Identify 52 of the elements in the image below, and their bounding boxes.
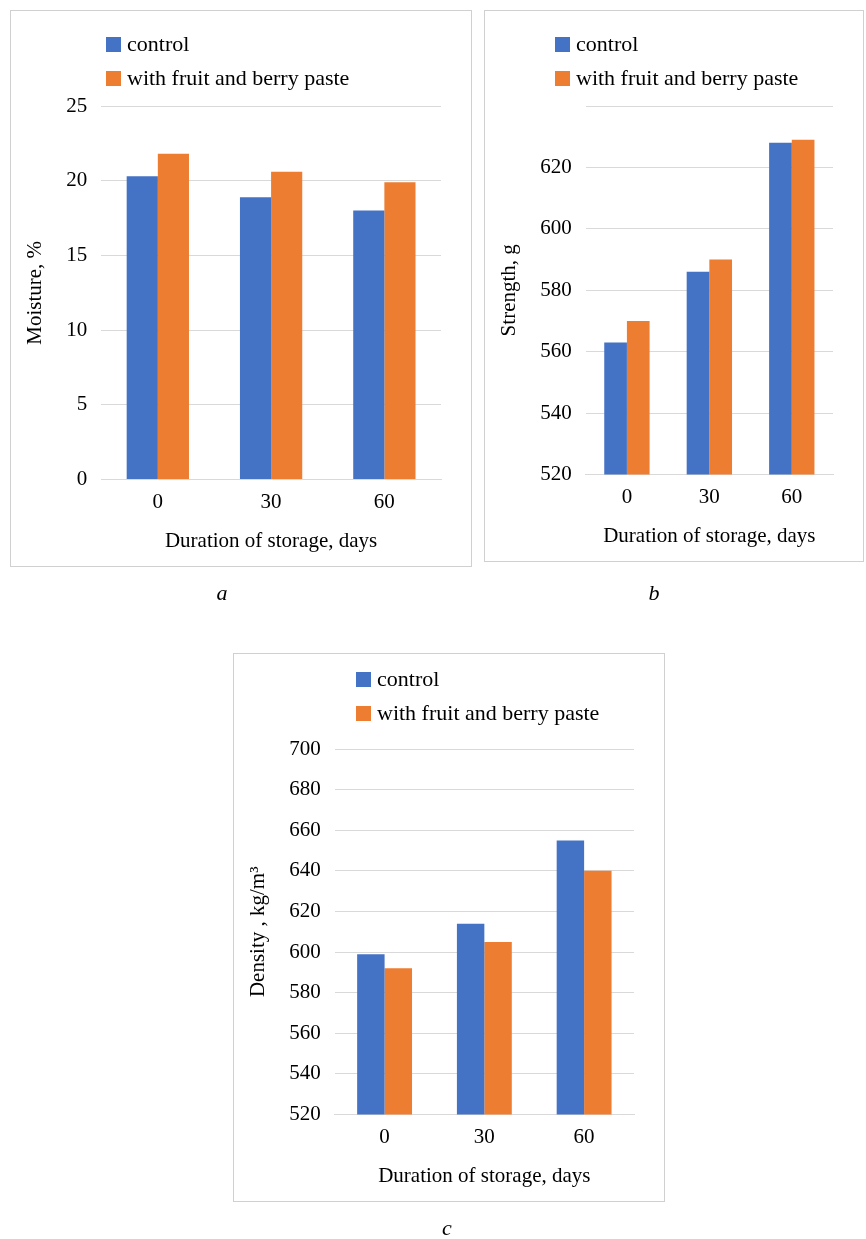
x-tick-label: 0 bbox=[152, 488, 164, 513]
legend-label: control bbox=[127, 30, 190, 58]
y-tick-label: 540 bbox=[289, 1060, 321, 1085]
bar bbox=[157, 153, 189, 480]
legend-label: with fruit and berry paste bbox=[127, 64, 350, 92]
x-tick-label: 60 bbox=[573, 1123, 595, 1148]
y-tick-label: 0 bbox=[76, 466, 88, 491]
x-tick-label: 0 bbox=[621, 483, 633, 508]
bar bbox=[271, 171, 303, 480]
y-tick-label: 580 bbox=[540, 276, 572, 301]
y-tick-label: 600 bbox=[540, 215, 572, 240]
y-tick-label: 540 bbox=[540, 399, 572, 424]
y-tick-label: 15 bbox=[66, 241, 88, 266]
y-tick-label: 680 bbox=[289, 776, 321, 801]
y-tick-label: 25 bbox=[66, 92, 88, 117]
x-tick-label: 30 bbox=[698, 483, 720, 508]
legend-label: control bbox=[377, 665, 440, 693]
y-tick-label: 520 bbox=[289, 1101, 321, 1126]
x-tick-label: 30 bbox=[473, 1123, 495, 1148]
bar bbox=[353, 210, 385, 480]
text: a bbox=[215, 580, 229, 606]
y-axis-title: Moisture, % bbox=[22, 240, 47, 345]
x-tick-label: 30 bbox=[260, 488, 282, 513]
x-tick-label: 60 bbox=[373, 488, 395, 513]
y-axis-title: Strength, g bbox=[496, 243, 521, 337]
y-tick-label: 620 bbox=[289, 898, 321, 922]
y-tick-label: 600 bbox=[289, 938, 321, 963]
y-tick-label: 660 bbox=[289, 816, 321, 841]
y-tick-label: 640 bbox=[289, 857, 321, 882]
y-tick-label: 520 bbox=[540, 461, 572, 486]
y-tick-label: 700 bbox=[289, 735, 321, 760]
bar bbox=[384, 182, 416, 480]
text: c bbox=[441, 1215, 453, 1239]
legend-label: control bbox=[576, 30, 639, 58]
legend-label: with fruit and berry paste bbox=[576, 64, 799, 92]
text: b bbox=[647, 580, 661, 606]
x-tick-label: 60 bbox=[781, 483, 803, 508]
y-tick-label: 10 bbox=[66, 316, 88, 341]
y-tick-label: 580 bbox=[289, 979, 321, 1004]
x-axis-title: Duration of storage, days bbox=[603, 522, 816, 547]
y-tick-label: 620 bbox=[540, 153, 572, 178]
x-axis-title: Duration of storage, days bbox=[378, 1162, 591, 1187]
legend-label: with fruit and berry paste bbox=[377, 699, 600, 727]
y-tick-label: 20 bbox=[66, 167, 88, 192]
x-tick-label: 0 bbox=[379, 1123, 390, 1148]
y-axis-title: Density , kg/m³ bbox=[245, 866, 270, 998]
bar bbox=[239, 197, 272, 480]
y-tick-label: 560 bbox=[540, 338, 572, 363]
x-axis-title: Duration of storage, days bbox=[164, 527, 378, 552]
y-tick-label: 560 bbox=[289, 1019, 321, 1044]
bar bbox=[126, 176, 158, 480]
y-tick-label: 5 bbox=[76, 391, 88, 416]
